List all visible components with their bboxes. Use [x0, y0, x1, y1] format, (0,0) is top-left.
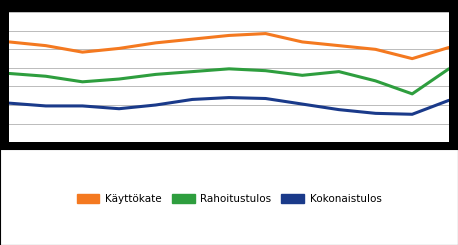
Legend: Käyttökate, Rahoitustulos, Kokonaistulos: Käyttökate, Rahoitustulos, Kokonaistulos	[72, 190, 386, 208]
